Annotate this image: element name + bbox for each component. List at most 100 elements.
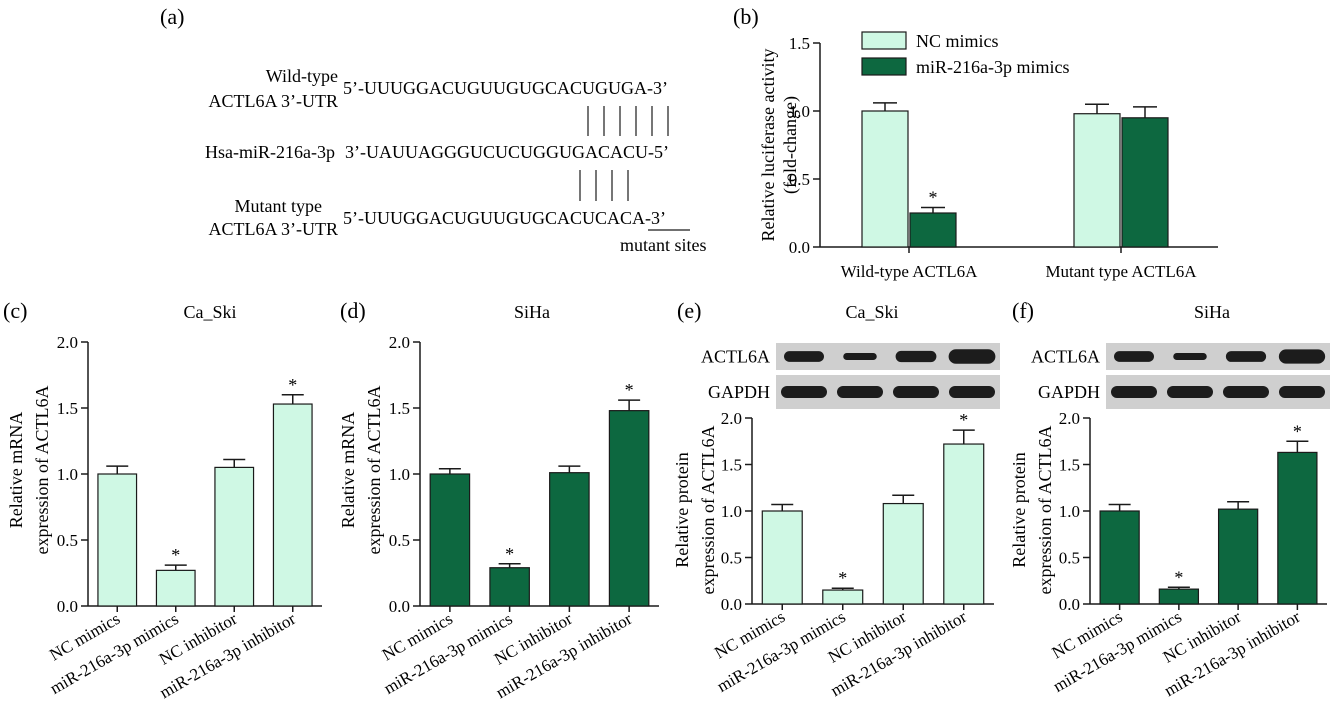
y-tick-label: 2.0 [721, 409, 742, 428]
y-axis-title: Relative mRNA expression of ACTL6A [338, 386, 384, 555]
y-tick-label: 0.5 [789, 170, 810, 189]
bar [272, 403, 313, 607]
panel-b-letter: (b) [733, 4, 759, 29]
chart-f: (f) SiHaACTL6AGAPDH0.00.51.01.52.0Relativ… [1009, 298, 1330, 700]
x-tick-label: Wild-type ACTL6A [841, 262, 978, 281]
panel-letter: (c) [3, 298, 27, 323]
panel-a: (a) Wild-type ACTL6A 3’-UTR 5’-UUUGGACUG… [160, 4, 707, 255]
y-axis-title-line: expression of ACTL6A [364, 386, 384, 555]
chart-title: SiHa [1194, 302, 1230, 322]
panel-a-letter: (a) [160, 4, 184, 29]
y-axis-title: Relative luciferase activity (fold-change… [758, 49, 801, 242]
blot-label: GAPDH [1038, 382, 1100, 402]
wildtype-sequence: 5’-UUUGGACUGUUGUGCACUGUGA-3’ [343, 78, 668, 98]
chart-title: Ca_Ski [845, 302, 898, 322]
y-tick-label: 1.5 [389, 399, 410, 418]
wildtype-pairing-lines [587, 106, 669, 136]
blot-band [781, 386, 827, 398]
significance-mark: * [625, 380, 634, 400]
blot-band [948, 349, 996, 364]
bar [97, 473, 138, 607]
y-axis-title: Relative protein expression of ACTL6A [672, 426, 718, 595]
y-tick-label: 0.0 [1059, 595, 1080, 614]
y-tick-label: 1.0 [721, 502, 742, 521]
panel-letter: (e) [677, 298, 701, 323]
significance-mark: * [288, 375, 297, 395]
y-axis-title: Relative protein expression of ACTL6A [1009, 426, 1055, 595]
y-tick-label: 1.5 [1059, 456, 1080, 475]
mutant-label-line1: Mutant type [235, 196, 323, 216]
blot-band [1279, 386, 1325, 398]
significance-mark: * [1293, 421, 1302, 441]
panel-letter: (d) [340, 298, 366, 323]
y-tick-label: 2.0 [1059, 409, 1080, 428]
mirna-label: Hsa-miR-216a-3p [205, 142, 335, 162]
y-tick-label: 0.5 [1059, 549, 1080, 568]
bar [943, 443, 985, 605]
y-tick-label: 2.0 [389, 333, 410, 352]
bar [1073, 113, 1121, 248]
chart-e: (e) Ca_SkiACTL6AGAPDH0.00.51.01.52.0Relat… [672, 298, 1000, 700]
y-tick-label: 0.0 [389, 597, 410, 616]
y-tick-label: 1.0 [57, 465, 78, 484]
bar [1099, 510, 1140, 605]
mutant-label-line2: ACTL6A 3’-UTR [209, 219, 339, 239]
chart-title: SiHa [514, 302, 550, 322]
y-axis-title-line: Relative luciferase activity [758, 49, 778, 242]
y-tick-label: 0.5 [721, 549, 742, 568]
bar [608, 410, 650, 607]
bar [549, 472, 590, 607]
y-tick-label: 0.5 [389, 531, 410, 550]
wildtype-label-line2: ACTL6A 3’-UTR [209, 91, 339, 111]
mirna-sequence: 3’-UAUUAGGGUCUCUGGUGACACU-5’ [345, 142, 669, 162]
chart-c: (c) Ca_Ski 0.0 0.5 1.0 1.5 2.0 Relative mRNA exp… [3, 298, 322, 702]
y-axis-title-line: expression of ACTL6A [698, 426, 718, 595]
significance-mark: * [929, 188, 938, 208]
y-tick-label: 1.0 [389, 465, 410, 484]
blot-band [893, 386, 939, 398]
y-tick-label: 0.0 [721, 595, 742, 614]
legend-label: miR-216a-3p mimics [916, 57, 1069, 77]
bar [1121, 117, 1169, 248]
y-tick-label: 1.5 [789, 34, 810, 53]
chart-d: (d) SiHa 0.0 0.5 1.0 1.5 2.0 Relative mRNA expre… [338, 298, 659, 702]
bar [909, 212, 957, 248]
mutant-sequence: 5’-UUUGGACUGUUGUGCACUCACA-3’ [343, 208, 666, 228]
bar [155, 569, 196, 607]
y-axis-title-line: Relative protein [1009, 452, 1029, 567]
blot-label: ACTL6A [701, 347, 770, 367]
x-tick-label: Mutant type ACTL6A [1045, 262, 1197, 281]
significance-mark: * [171, 545, 180, 565]
significance-mark: * [1174, 567, 1183, 587]
blot-band [1173, 353, 1207, 360]
mutant-sites-label: mutant sites [620, 235, 707, 255]
legend-swatch [861, 57, 907, 76]
significance-mark: * [838, 568, 847, 588]
chart-title: Ca_Ski [183, 302, 236, 322]
y-tick-label: 0.5 [57, 531, 78, 550]
bar [1217, 508, 1259, 605]
y-tick-label: 0.0 [57, 597, 78, 616]
blot-band [837, 386, 883, 398]
bar [882, 502, 924, 605]
y-axis-title-line: Relative mRNA [6, 412, 26, 528]
blot-band [1278, 349, 1326, 364]
blot-band [1114, 351, 1154, 362]
blot-band [949, 386, 995, 398]
y-axis-title-line: Relative protein [672, 452, 692, 567]
bar [861, 110, 909, 248]
y-tick-label: 1.5 [57, 399, 78, 418]
blot-band [1225, 351, 1267, 362]
blot-band [1167, 386, 1213, 398]
blot-band [895, 350, 937, 363]
mutant-pairing-lines [579, 170, 629, 201]
wildtype-label-line1: Wild-type [266, 66, 338, 86]
bar [761, 510, 803, 605]
y-tick-label: 1.0 [1059, 502, 1080, 521]
bar [214, 466, 255, 607]
blot-label: ACTL6A [1031, 347, 1100, 367]
blot-band [784, 351, 824, 362]
bar [1158, 588, 1200, 605]
